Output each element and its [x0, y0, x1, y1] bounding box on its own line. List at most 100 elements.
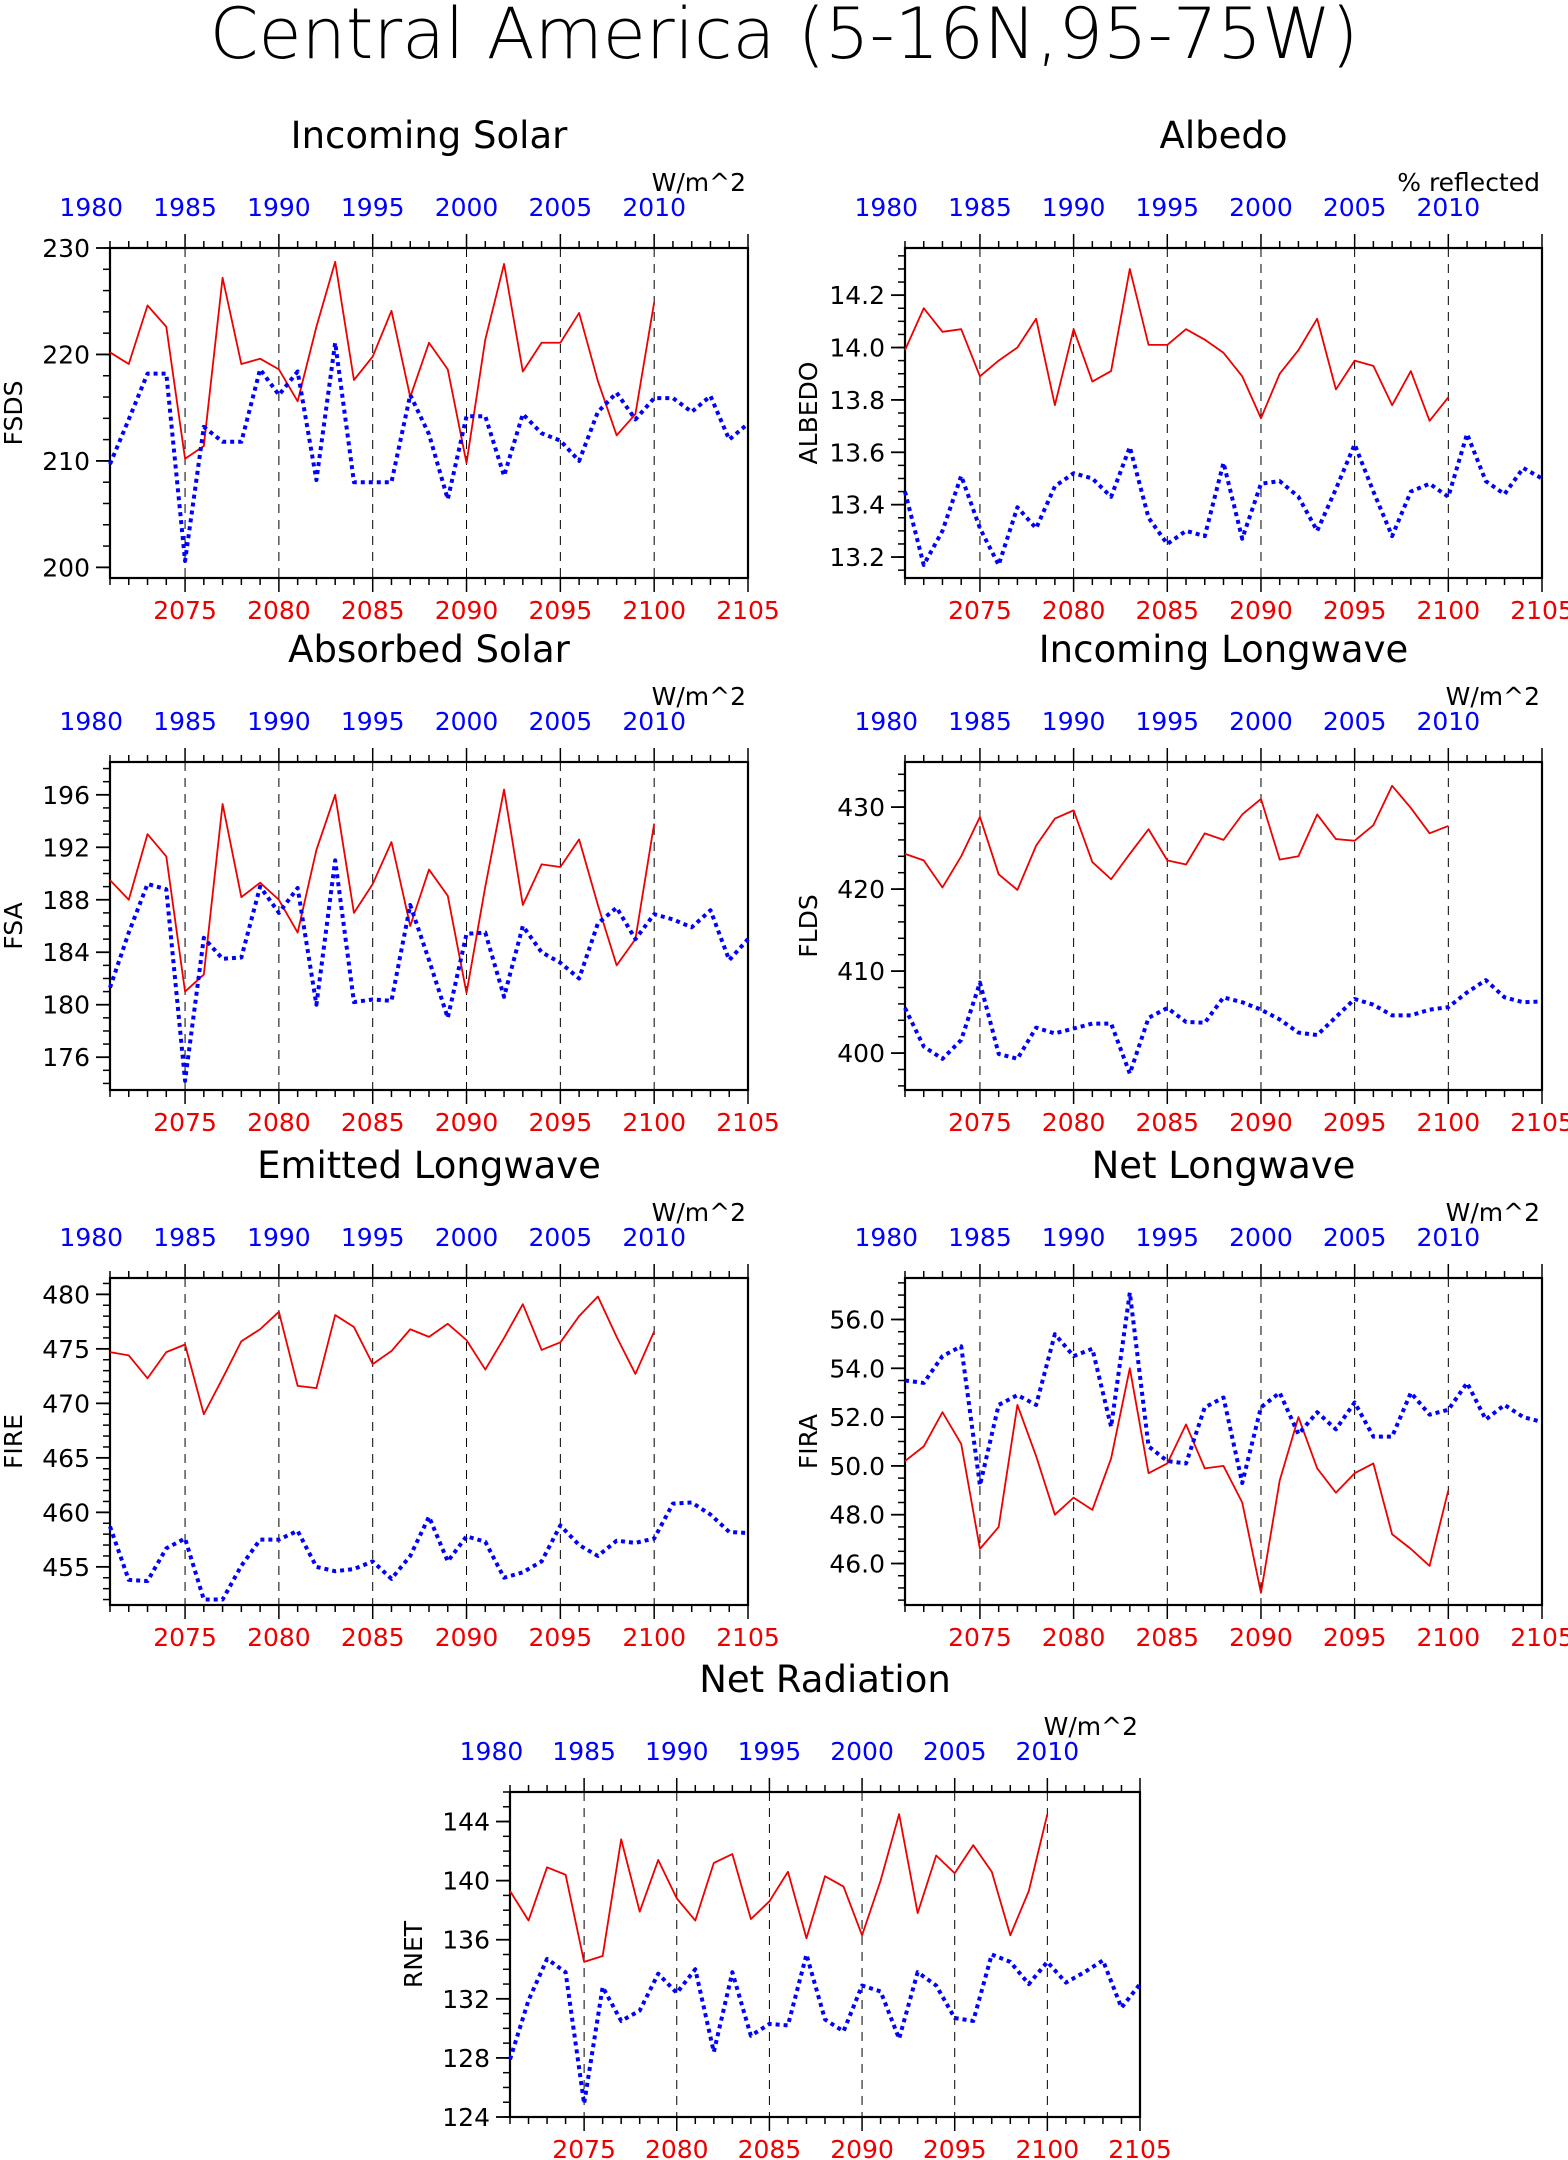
y-tick-label: 480 — [42, 1280, 90, 1309]
x-bottom-tick-label: 2095 — [529, 1623, 593, 1652]
y-tick-label: 136 — [442, 1926, 490, 1955]
units-label: W/m^2 — [652, 168, 746, 197]
x-bottom-tick-label: 2100 — [622, 1623, 686, 1652]
y-tick-label: 13.8 — [829, 386, 885, 415]
y-tick-label: 465 — [42, 1444, 90, 1473]
x-top-tick-label: 1980 — [854, 193, 918, 222]
y-tick-label: 475 — [42, 1335, 90, 1364]
x-bottom-tick-label: 2080 — [247, 596, 311, 625]
x-bottom-tick-label: 2075 — [948, 596, 1012, 625]
y-tick-label: 196 — [42, 781, 90, 810]
x-bottom-tick-label: 2075 — [153, 1108, 217, 1137]
y-tick-label: 144 — [442, 1808, 490, 1837]
x-bottom-tick-label: 2090 — [435, 596, 499, 625]
x-bottom-tick-label: 2075 — [153, 596, 217, 625]
y-tick-label: 188 — [42, 886, 90, 915]
model-series-line — [904, 784, 1449, 891]
x-top-tick-label: 2010 — [1417, 193, 1481, 222]
page-title: Central America (5-16N,95-75W) — [210, 0, 1359, 75]
y-tick-label: 230 — [42, 234, 90, 263]
x-bottom-tick-label: 2080 — [645, 2135, 709, 2160]
x-bottom-tick-label: 2090 — [1229, 1623, 1293, 1652]
x-bottom-tick-label: 2100 — [1417, 1108, 1481, 1137]
x-bottom-tick-label: 2105 — [716, 596, 780, 625]
panel-rnet: Net Radiation W/m^2 2075 2080 2085 2090 2095 21… — [399, 1658, 1172, 2160]
model-series-line — [509, 1813, 1049, 1963]
plot-frame — [108, 760, 750, 1092]
x-top-tick-label: 1985 — [948, 193, 1012, 222]
x-bottom-tick-label: 2100 — [622, 596, 686, 625]
x-top-tick-label: 1990 — [1042, 1223, 1106, 1252]
panel-title: Incoming Solar — [291, 114, 568, 157]
y-tick-label: 180 — [42, 991, 90, 1020]
x-top-tick-label: 2000 — [1229, 707, 1293, 736]
y-tick-label: 132 — [442, 1985, 490, 2014]
y-tick-label: 220 — [42, 340, 90, 369]
x-bottom-tick-label: 2090 — [830, 2135, 894, 2160]
x-bottom-tick-label: 2080 — [1042, 596, 1106, 625]
plot-frame — [903, 1276, 1544, 1607]
obs-series-line — [108, 340, 750, 563]
x-bottom-tick-label: 2080 — [247, 1108, 311, 1137]
x-top-tick-label: 1980 — [59, 193, 123, 222]
x-top-tick-label: 1995 — [1135, 1223, 1199, 1252]
y-tick-label: 56.0 — [829, 1305, 885, 1334]
x-top-tick-label: 1990 — [1042, 193, 1106, 222]
x-bottom-tick-label: 2095 — [1323, 596, 1387, 625]
y-axis-label: ALBEDO — [794, 362, 823, 465]
y-tick-label: 200 — [42, 553, 90, 582]
y-tick-label: 210 — [42, 447, 90, 476]
x-bottom-tick-label: 2100 — [1016, 2135, 1080, 2160]
x-top-tick-label: 1995 — [341, 193, 405, 222]
x-top-tick-label: 2005 — [1323, 707, 1387, 736]
x-bottom-tick-label: 2075 — [948, 1108, 1012, 1137]
x-top-tick-label: 2010 — [1417, 1223, 1481, 1252]
x-bottom-tick-label: 2090 — [435, 1108, 499, 1137]
x-bottom-tick-label: 2095 — [529, 596, 593, 625]
units-label: W/m^2 — [1446, 682, 1540, 711]
units-label: W/m^2 — [652, 1198, 746, 1227]
x-top-tick-label: 2000 — [1229, 1223, 1293, 1252]
x-bottom-tick-label: 2100 — [1417, 596, 1481, 625]
x-bottom-tick-label: 2100 — [1417, 1623, 1481, 1652]
x-bottom-tick-label: 2080 — [1042, 1108, 1106, 1137]
y-tick-label: 46.0 — [829, 1550, 885, 1579]
x-top-tick-label: 1995 — [738, 1737, 802, 1766]
x-top-tick-label: 1980 — [59, 1223, 123, 1252]
x-bottom-tick-label: 2090 — [1229, 1108, 1293, 1137]
y-tick-label: 140 — [442, 1867, 490, 1896]
y-tick-label: 50.0 — [829, 1452, 885, 1481]
x-top-tick-label: 2000 — [435, 1223, 499, 1252]
x-top-tick-label: 1990 — [247, 707, 311, 736]
x-top-tick-label: 1990 — [247, 1223, 311, 1252]
x-top-tick-label: 2005 — [1323, 1223, 1387, 1252]
x-bottom-tick-label: 2085 — [1135, 1108, 1199, 1137]
x-top-tick-label: 1985 — [552, 1737, 616, 1766]
x-bottom-tick-label: 2085 — [341, 596, 405, 625]
y-tick-label: 124 — [442, 2103, 490, 2132]
x-top-tick-label: 1985 — [948, 707, 1012, 736]
y-tick-label: 184 — [42, 938, 90, 967]
y-axis-label: FSA — [0, 902, 28, 949]
y-tick-label: 470 — [42, 1389, 90, 1418]
y-tick-label: 52.0 — [829, 1403, 885, 1432]
panel-title: Net Longwave — [1092, 1144, 1356, 1187]
x-bottom-tick-label: 2075 — [552, 2135, 616, 2160]
model-series-line — [904, 268, 1450, 422]
y-tick-label: 420 — [837, 875, 885, 904]
x-top-tick-label: 2005 — [1323, 193, 1387, 222]
y-axis-label: FSDS — [0, 381, 28, 446]
obs-series-line — [508, 1952, 1142, 2106]
x-top-tick-label: 1995 — [341, 707, 405, 736]
y-tick-label: 410 — [837, 957, 885, 986]
obs-series-line — [108, 1500, 749, 1602]
x-bottom-tick-label: 2080 — [1042, 1623, 1106, 1652]
x-bottom-tick-label: 2095 — [923, 2135, 987, 2160]
x-bottom-tick-label: 2095 — [529, 1108, 593, 1137]
x-bottom-tick-label: 2105 — [1108, 2135, 1172, 2160]
y-tick-label: 460 — [42, 1498, 90, 1527]
obs-series-line — [904, 1290, 1543, 1488]
plot-frame — [508, 1790, 1142, 2119]
y-tick-label: 14.0 — [829, 334, 885, 363]
